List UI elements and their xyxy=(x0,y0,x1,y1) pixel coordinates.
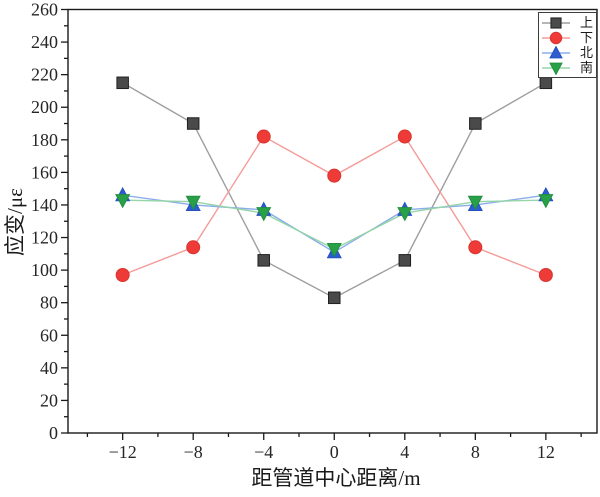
legend-square-marker-icon xyxy=(542,16,570,29)
legend-item-label: 南 xyxy=(579,60,593,75)
y-tick-label: 260 xyxy=(31,0,58,20)
legend-item-label: 上 xyxy=(579,15,593,30)
y-tick-label: 60 xyxy=(40,325,58,345)
square-marker-icon xyxy=(398,254,412,267)
y-tick-label: 0 xyxy=(49,423,58,443)
legend-item: 南 xyxy=(541,60,593,75)
x-axis-title: 距管道中心距离/m xyxy=(251,466,421,490)
legend-item: 北 xyxy=(541,45,593,60)
legend-triangle-up-marker-icon xyxy=(542,45,570,58)
legend-item: 下 xyxy=(541,30,593,45)
triangle-down-marker-icon xyxy=(115,194,131,209)
y-tick-label: 120 xyxy=(31,228,58,248)
circle-marker-icon xyxy=(397,129,412,144)
x-tick-label: 4 xyxy=(400,442,409,462)
legend-square-marker-icon xyxy=(550,16,562,29)
triangle-down-marker-icon xyxy=(467,195,483,211)
legend-item-label: 下 xyxy=(579,30,593,45)
circle-marker-icon xyxy=(186,240,201,255)
square-marker-icon xyxy=(116,76,129,90)
y-tick-label: 240 xyxy=(31,32,58,52)
square-marker-icon xyxy=(539,76,553,90)
series-line-南 xyxy=(122,199,546,250)
triangle-down-marker-icon xyxy=(326,242,342,258)
legend-circle-marker-icon xyxy=(549,31,563,44)
y-tick-label: 200 xyxy=(31,97,58,117)
y-tick-label: 140 xyxy=(31,195,58,215)
triangle-down-marker-icon xyxy=(397,207,413,222)
x-tick-label: −4 xyxy=(254,442,273,462)
square-marker-icon xyxy=(257,254,270,267)
circle-marker-icon xyxy=(327,168,342,183)
y-axis-title: 应变/με xyxy=(3,188,27,256)
legend-triangle-up-marker-icon xyxy=(549,45,563,58)
legend-item: 上 xyxy=(541,15,593,30)
legend-triangle-down-marker-icon xyxy=(549,62,563,75)
legend: 上下北南 xyxy=(538,12,597,78)
circle-marker-icon xyxy=(256,129,271,144)
y-tick-label: 220 xyxy=(31,65,58,85)
x-tick-label: −8 xyxy=(184,442,203,462)
square-marker-icon xyxy=(469,117,482,130)
x-tick-label: −12 xyxy=(109,442,137,462)
y-tick-label: 100 xyxy=(31,260,58,280)
triangle-down-marker-icon xyxy=(256,207,272,222)
legend-triangle-down-marker-icon xyxy=(542,62,570,75)
triangle-down-marker-icon xyxy=(538,194,554,209)
legend-item-label: 北 xyxy=(579,45,593,60)
x-tick-label: 12 xyxy=(537,442,555,462)
circle-marker-icon xyxy=(115,268,130,283)
series-line-上 xyxy=(122,82,547,299)
legend-circle-marker-icon xyxy=(542,31,570,44)
y-tick-label: 180 xyxy=(31,130,58,150)
plot-frame xyxy=(67,8,598,434)
triangle-down-marker-icon xyxy=(185,195,201,211)
square-marker-icon xyxy=(186,117,200,130)
circle-marker-icon xyxy=(468,240,483,255)
y-tick-label: 160 xyxy=(31,162,58,182)
y-tick-label: 40 xyxy=(40,358,58,378)
y-tick-label: 80 xyxy=(40,293,58,313)
y-tick-label: 20 xyxy=(40,390,58,410)
circle-marker-icon xyxy=(538,268,553,283)
x-tick-label: 8 xyxy=(471,442,480,462)
x-tick-label: 0 xyxy=(330,442,339,462)
square-marker-icon xyxy=(328,291,341,305)
